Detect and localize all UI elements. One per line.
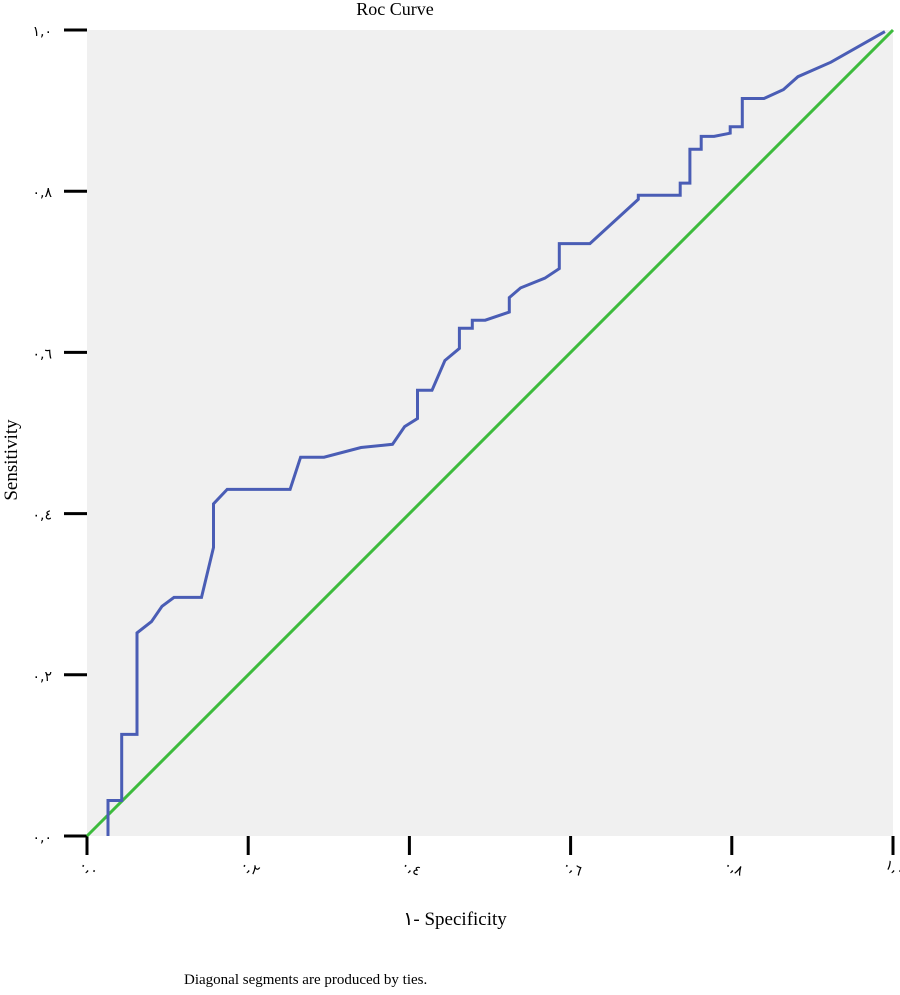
- x-tick-label: ٠,٨: [721, 857, 746, 880]
- y-tick-label: ٠,٤: [33, 508, 53, 524]
- roc-curve: [106, 30, 886, 836]
- reference-line: [85, 28, 895, 838]
- x-axis-label: ١- Specificity: [403, 909, 507, 930]
- chart-title: Roc Curve: [356, 0, 433, 19]
- x-tick-label: ٠,٢: [238, 857, 262, 880]
- x-tick-label: ٠,٠: [76, 857, 100, 880]
- y-tick-label: ٠,٨: [33, 185, 53, 201]
- y-tick-label: ١,٠: [33, 24, 53, 40]
- y-tick-label: ٠,٦: [33, 346, 53, 362]
- y-tick-label: ٠,٢: [33, 669, 53, 685]
- x-tick-label: ٠,٤: [399, 857, 423, 880]
- x-tick-label: ٠,٦: [560, 857, 584, 880]
- series-layer: [85, 28, 895, 838]
- footnote: Diagonal segments are produced by ties.: [184, 972, 428, 988]
- axis-ticks: ٠,٠ ٠,٢ ٠,٤ ٠,٦ ٠,٨ ١,٠ ٠,٠ ٠,٢ ٠,٤ ٠,٦ ٠,٨ ١,٠: [33, 24, 900, 880]
- y-axis-label: Sensitivity: [1, 419, 22, 501]
- y-tick-label: ٠,٠: [33, 830, 53, 846]
- x-tick-label: ١,٠: [882, 857, 900, 880]
